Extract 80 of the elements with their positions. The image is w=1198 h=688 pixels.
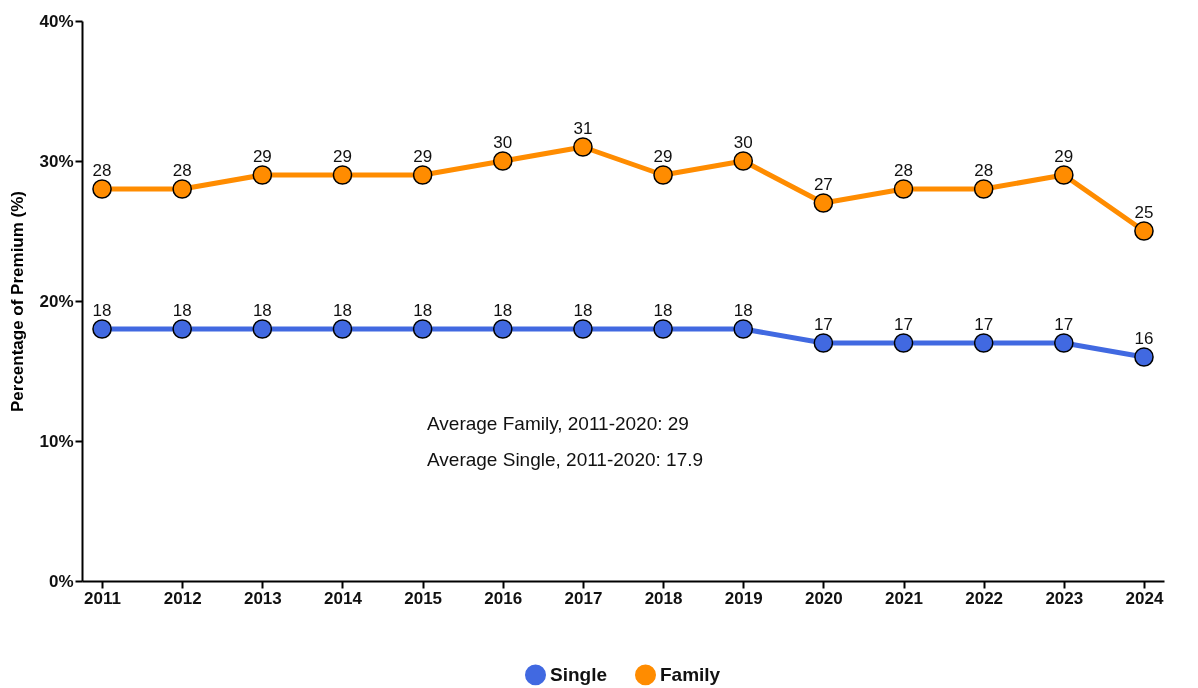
point	[92, 179, 112, 199]
point	[973, 179, 994, 199]
data-label: 18	[333, 301, 352, 320]
data-label: 18	[92, 301, 112, 320]
point	[973, 333, 994, 353]
x-tick-label: 2013	[243, 588, 282, 608]
point	[412, 165, 433, 185]
x-tick-label: 2017	[564, 588, 603, 608]
y-tick-label: 20%	[39, 291, 74, 311]
point	[492, 151, 513, 171]
y-tick-label: 30%	[39, 151, 74, 171]
point	[813, 333, 834, 353]
point	[252, 319, 273, 339]
point	[1134, 347, 1154, 367]
x-tick-label: 2020	[804, 588, 843, 608]
x-tick-label: 2018	[644, 588, 683, 608]
annotation: Average Single, 2011-2020: 17.9	[427, 449, 704, 470]
x-tick-label: 2012	[163, 588, 202, 608]
point	[733, 319, 754, 339]
y-tick-label: 40%	[39, 11, 74, 31]
point	[332, 165, 353, 185]
point	[172, 179, 193, 199]
x-tick-label: 2015	[404, 588, 443, 608]
data-label: 28	[974, 161, 994, 180]
data-label: 28	[92, 161, 112, 180]
data-label: 18	[653, 301, 673, 320]
x-tick-label: 2016	[484, 588, 523, 608]
data-label: 29	[413, 147, 433, 166]
data-label: 16	[1134, 329, 1154, 348]
point	[573, 137, 593, 157]
data-label: 28	[172, 161, 192, 180]
data-label: 18	[172, 301, 192, 320]
data-label: 18	[573, 301, 593, 320]
data-label: 31	[573, 119, 593, 138]
point	[92, 319, 112, 339]
point	[412, 319, 433, 339]
data-label: 29	[653, 147, 673, 166]
point	[332, 319, 353, 339]
data-label: 29	[1054, 147, 1074, 166]
point	[813, 193, 834, 213]
data-label: 29	[252, 147, 272, 166]
x-tick-label: 2024	[1125, 588, 1164, 608]
legend-label: Single	[550, 663, 608, 685]
x-tick-label: 2019	[724, 588, 763, 608]
y-axis-title: Percentage of Premium (%)	[8, 190, 28, 413]
legend-label: Family	[660, 663, 721, 685]
x-tick-label: 2014	[324, 588, 363, 608]
data-label: 18	[733, 301, 753, 320]
y-tick-label: 0%	[48, 571, 74, 591]
data-label: 27	[813, 175, 833, 194]
data-label: 30	[493, 133, 513, 152]
data-label: 18	[493, 301, 513, 320]
data-label: 17	[813, 315, 833, 334]
point	[653, 165, 673, 185]
data-label: 17	[894, 315, 913, 334]
data-label: 17	[1054, 315, 1074, 334]
annotation: Average Family, 2011-2020: 29	[427, 413, 689, 434]
point	[172, 319, 193, 339]
x-tick-label: 2023	[1045, 588, 1084, 608]
point	[893, 333, 914, 353]
data-label: 18	[413, 301, 433, 320]
point	[733, 151, 754, 171]
x-tick-label: 2021	[885, 588, 923, 608]
point	[893, 179, 914, 199]
x-tick-label: 2011	[84, 588, 121, 608]
data-label: 28	[894, 161, 913, 180]
x-tick-label: 2022	[965, 588, 1004, 608]
point	[1053, 333, 1074, 353]
point	[492, 319, 513, 339]
data-label: 30	[733, 133, 753, 152]
point	[1134, 221, 1154, 241]
data-label: 18	[252, 301, 272, 320]
data-label: 17	[974, 315, 994, 334]
data-label: 29	[333, 147, 352, 166]
data-label: 25	[1134, 203, 1154, 222]
point	[573, 319, 593, 339]
point	[252, 165, 273, 185]
y-tick-label: 10%	[39, 431, 74, 451]
point	[1053, 165, 1074, 185]
point	[653, 319, 673, 339]
